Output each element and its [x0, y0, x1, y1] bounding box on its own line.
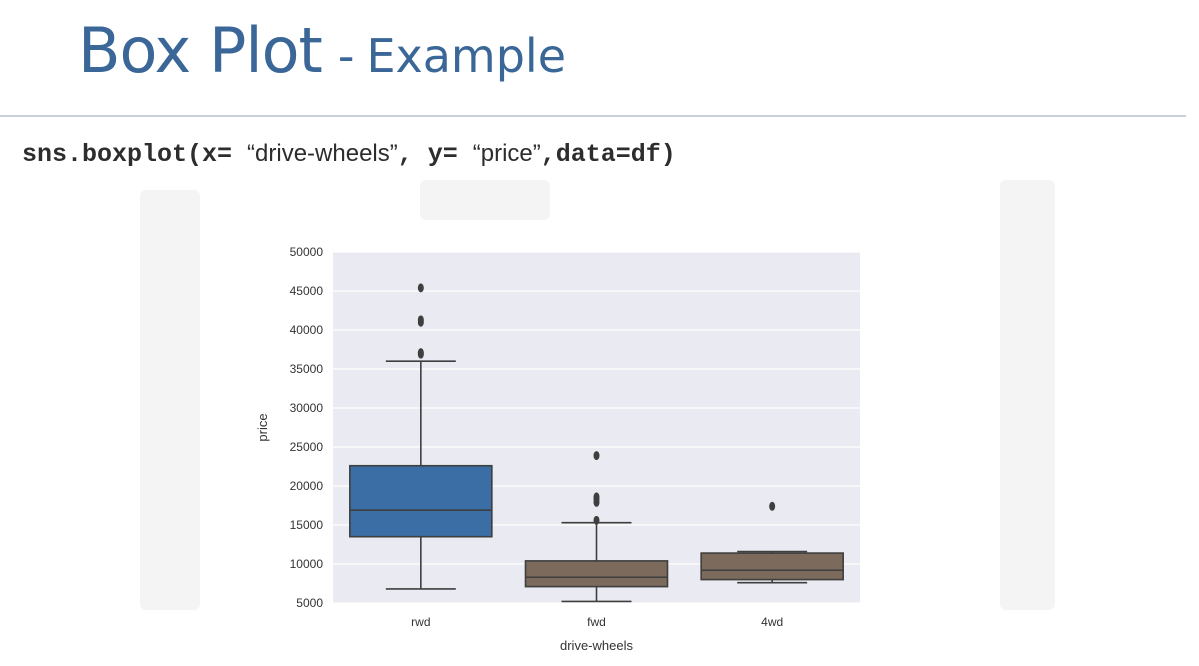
code-string: “drive-wheels” [247, 140, 398, 167]
watermark-shape [140, 190, 200, 610]
title-main: Box Plot [78, 14, 323, 87]
outlier-point [769, 501, 776, 511]
x-tick-label: 4wd [761, 615, 783, 629]
y-tick-label: 15000 [290, 518, 324, 532]
y-tick-label: 40000 [290, 323, 324, 337]
y-tick-label: 45000 [290, 284, 324, 298]
y-tick-label: 25000 [290, 440, 324, 454]
outlier-point [593, 451, 600, 461]
y-axis-label: price [255, 413, 270, 441]
outlier-point [417, 348, 424, 358]
y-tick-label: 35000 [290, 362, 324, 376]
code-string: “price” [472, 140, 541, 167]
box-4wd [700, 552, 844, 581]
title-divider [0, 115, 1186, 117]
title-separator: - [337, 29, 355, 83]
outlier-point [593, 515, 600, 525]
watermark-shape [420, 180, 550, 220]
y-tick-label: 10000 [290, 557, 324, 571]
outlier-point [593, 492, 600, 502]
y-tick-label: 20000 [290, 479, 324, 493]
code-part: , y= [397, 140, 473, 169]
code-line: sns.boxplot(x= “drive-wheels”, y= “price… [22, 140, 676, 169]
box-fwd [524, 560, 669, 588]
y-tick-label: 30000 [290, 401, 324, 415]
outlier-point [417, 315, 424, 325]
y-tick-label: 5000 [296, 596, 323, 610]
x-tick-label: fwd [587, 615, 606, 629]
title-subtitle: Example [366, 29, 567, 83]
code-part: sns.boxplot(x= [22, 140, 248, 169]
code-part: ,data=df) [540, 140, 676, 169]
y-tick-label: 50000 [290, 245, 324, 259]
watermark-shape [1000, 180, 1055, 610]
slide-title: Box Plot - Example [78, 14, 566, 87]
outlier-point [417, 283, 424, 293]
x-axis-label: drive-wheels [560, 638, 633, 653]
x-tick-label: rwd [411, 615, 430, 629]
box-rwd [349, 464, 493, 538]
